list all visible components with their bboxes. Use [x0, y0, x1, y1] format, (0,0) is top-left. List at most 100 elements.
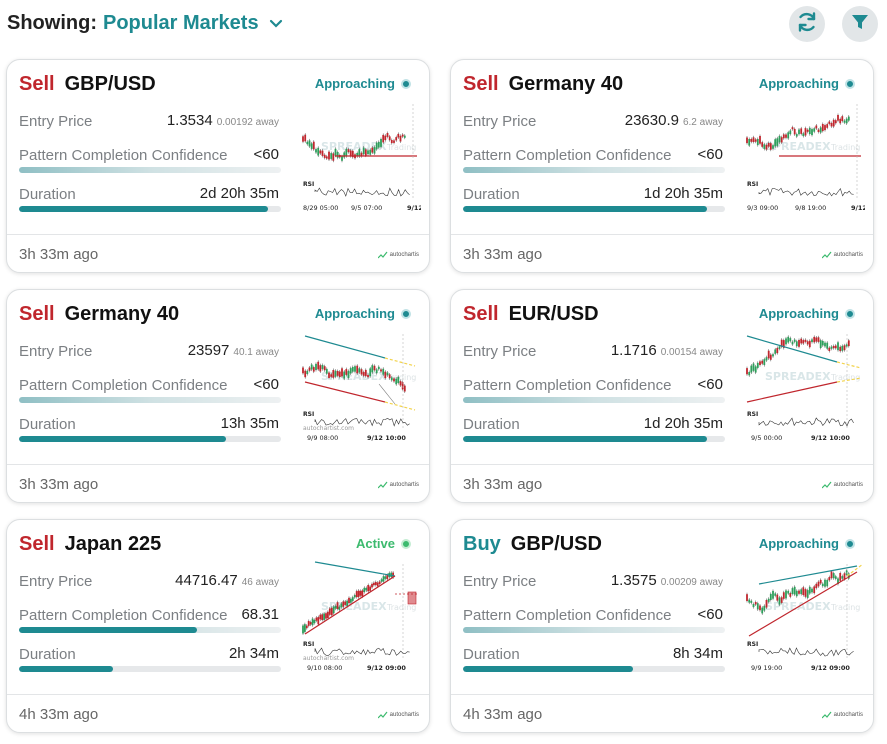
status-badge: Approaching: [759, 306, 855, 321]
chart-logo-icon: [821, 251, 832, 259]
confidence-bar: [463, 627, 725, 633]
entry-price-value: 23630.9 6.2 away: [625, 112, 723, 129]
chart-time-label: 9/12 10:00: [367, 434, 406, 442]
entry-price-value: 1.3575 0.00209 away: [611, 572, 723, 589]
card-footer: 3h 33m ago autochartis: [451, 464, 873, 502]
entry-price-label: Entry Price: [463, 113, 537, 130]
duration-label: Duration: [463, 646, 520, 663]
status-label: Approaching: [314, 306, 395, 321]
chart-time-label: 9/12: [851, 204, 865, 212]
entry-price-label: Entry Price: [19, 573, 93, 590]
entry-distance: 6.2 away: [682, 117, 723, 128]
entry-distance: 0.00154 away: [660, 347, 723, 358]
chart-watermark-sub: Trading: [830, 603, 860, 612]
status-badge: Approaching: [315, 306, 411, 321]
chart-time-label: 8/29 05:00: [303, 204, 338, 212]
duration-label: Duration: [463, 416, 520, 433]
entry-price: 44716.47: [175, 572, 238, 589]
status-badge: Approaching: [315, 76, 411, 91]
entry-price-value: 1.1716 0.00154 away: [611, 342, 723, 359]
duration-value: 8h 34m: [672, 645, 723, 662]
duration-bar: [463, 436, 725, 442]
duration-bar-fill: [19, 436, 226, 442]
confidence-bar: [463, 167, 725, 173]
card-title: Sell EUR/USD: [463, 303, 599, 326]
entry-price: 23630.9: [624, 112, 679, 129]
chart-watermark-sub: Trading: [830, 373, 860, 382]
entry-price-label: Entry Price: [463, 343, 537, 360]
status-dot-icon: [845, 308, 855, 319]
duration-value: 2h 34m: [228, 645, 279, 662]
top-bar: Showing: Popular Markets: [0, 0, 887, 50]
brand-text: autochartis: [833, 252, 863, 258]
pattern-chart-thumbnail[interactable]: SPREADEX Trading RSI autochartist.com 9/9 08…: [295, 328, 421, 452]
entry-price-label: Entry Price: [463, 573, 537, 590]
entry-price-label: Entry Price: [19, 113, 93, 130]
card-title: Sell Germany 40: [19, 303, 179, 326]
signal-card[interactable]: Sell GBP/USD Approaching Entry Price 1.3534 0…: [6, 59, 430, 273]
confidence-value: <60: [253, 146, 279, 163]
pattern-chart-thumbnail[interactable]: SPREADEX Trading RSI 9/5 00:00 9/12 10:00: [739, 328, 865, 452]
confidence-bar: [19, 397, 281, 403]
confidence-bar: [19, 167, 281, 173]
status-dot-icon: [401, 78, 411, 89]
time-ago: 3h 33m ago: [463, 246, 543, 263]
duration-value: 13h 35m: [220, 415, 279, 432]
trade-direction: Buy: [463, 533, 501, 555]
status-dot-icon: [401, 538, 411, 549]
entry-price: 1.3534: [166, 112, 213, 129]
chart-source: autochartist.com: [303, 425, 354, 432]
chart-time-label: 9/5 07:00: [351, 204, 382, 212]
chevron-down-icon[interactable]: [269, 19, 283, 29]
status-dot-icon: [845, 78, 855, 89]
signal-card[interactable]: Buy GBP/USD Approaching Entry Price 1.3575 0.…: [450, 519, 874, 733]
status-label: Active: [355, 536, 395, 551]
trade-direction: Sell: [19, 533, 55, 555]
status-label: Approaching: [758, 76, 839, 91]
chart-watermark-sub: Trading: [386, 143, 416, 152]
entry-price: 1.1716: [610, 342, 657, 359]
confidence-value: <60: [697, 376, 723, 393]
autochartist-logo: autochartis: [821, 481, 863, 489]
entry-price: 23597: [187, 342, 230, 359]
card-footer: 4h 33m ago autochartis: [7, 694, 429, 732]
rsi-label: RSI: [303, 181, 314, 188]
status-badge: Approaching: [759, 536, 855, 551]
refresh-button[interactable]: [789, 6, 825, 42]
entry-distance: 40.1 away: [233, 347, 279, 358]
time-ago: 3h 33m ago: [19, 246, 99, 263]
rsi-label: RSI: [747, 181, 758, 188]
market-name[interactable]: Popular Markets: [102, 12, 259, 34]
card-title: Sell Germany 40: [463, 73, 623, 96]
chart-time-label: 9/10 08:00: [307, 664, 342, 672]
signal-card[interactable]: Sell Japan 225 Active Entry Price 44716.47 46…: [6, 519, 430, 733]
trade-direction: Sell: [19, 303, 55, 325]
duration-value: 2d 20h 35m: [199, 185, 279, 202]
signal-card[interactable]: Sell Germany 40 Approaching Entry Price 2363…: [450, 59, 874, 273]
instrument-symbol: Germany 40: [64, 303, 180, 325]
filter-button[interactable]: [842, 6, 878, 42]
card-title: Buy GBP/USD: [463, 533, 602, 556]
signal-card[interactable]: Sell Germany 40 Approaching Entry Price 2359…: [6, 289, 430, 503]
entry-price-value: 23597 40.1 away: [188, 342, 279, 359]
entry-price-value: 1.3534 0.00192 away: [167, 112, 279, 129]
filter-icon: [850, 12, 870, 37]
chart-time-label: 9/9 08:00: [307, 434, 338, 442]
signal-card[interactable]: Sell EUR/USD Approaching Entry Price 1.1716 0…: [450, 289, 874, 503]
chart-logo-icon: [821, 711, 832, 719]
pattern-chart-thumbnail[interactable]: SPREADEX Trading RSI autochartist.com 9/10 0…: [295, 558, 421, 682]
entry-price-value: 44716.47 46 away: [175, 572, 279, 589]
confidence-value: <60: [697, 606, 723, 623]
chart-watermark-sub: Trading: [386, 373, 416, 382]
pattern-chart-thumbnail[interactable]: SPREADEX Trading RSI 8/29 05:00 9/5 07:00 9/1…: [295, 98, 423, 222]
duration-bar: [463, 666, 725, 672]
confidence-label: Pattern Completion Confidence: [463, 607, 672, 624]
time-ago: 3h 33m ago: [463, 476, 543, 493]
time-ago: 3h 33m ago: [19, 476, 99, 493]
market-selector[interactable]: Showing: Popular Markets: [7, 12, 283, 35]
rsi-label: RSI: [747, 411, 758, 418]
chart-time-label: 9/12: [407, 204, 421, 212]
instrument-symbol: GBP/USD: [510, 533, 602, 555]
